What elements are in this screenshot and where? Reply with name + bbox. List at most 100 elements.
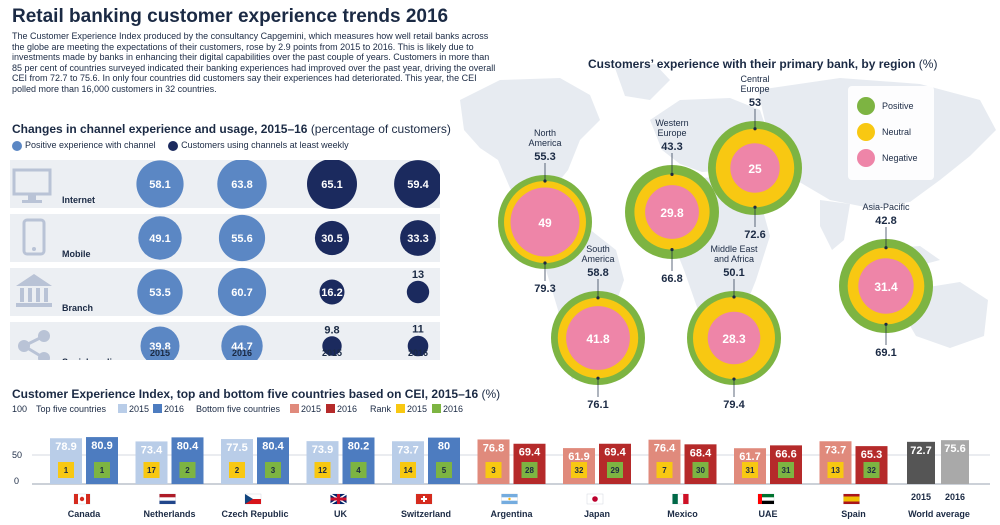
channel-value-label: 11 bbox=[412, 324, 424, 336]
region-negative-circle bbox=[645, 185, 699, 239]
cei-bar-value: 80.4 bbox=[262, 440, 284, 452]
legend-positive-dot bbox=[12, 140, 22, 151]
flag-band bbox=[843, 501, 860, 504]
region-neutral-value: 79.3 bbox=[534, 283, 555, 295]
cei-ytick-label: 100 bbox=[12, 404, 27, 414]
channel-label: Branch bbox=[62, 303, 93, 313]
cei-world-year: 2015 bbox=[911, 492, 931, 502]
cei-rank-value: 1 bbox=[64, 466, 69, 475]
map-north-america bbox=[460, 78, 600, 210]
region-negative-circle bbox=[858, 258, 914, 314]
cei-rank-value: 13 bbox=[831, 466, 840, 475]
cei-rank-value: 1 bbox=[100, 466, 105, 475]
cei-bar-value: 77.5 bbox=[226, 442, 247, 454]
channel-bubble bbox=[221, 325, 263, 360]
switzerland-flag-icon bbox=[415, 493, 433, 505]
cei-country-label: Japan bbox=[584, 509, 610, 519]
flag-cross bbox=[421, 498, 427, 500]
channel-value-label: 9.8 bbox=[324, 324, 339, 336]
flag-band bbox=[672, 494, 678, 504]
channel-value-label: 65.1 bbox=[321, 179, 342, 191]
region-name: Western bbox=[655, 118, 688, 128]
region-negative-value: 49 bbox=[538, 216, 552, 230]
region-group: 31.4 42.8 Asia-Pacific 69.1 bbox=[839, 202, 933, 359]
channel-legend: Positive experience with channel Custome… bbox=[12, 140, 349, 151]
japan-flag-icon bbox=[586, 493, 604, 505]
flag-band bbox=[74, 494, 78, 504]
cei-bar-value: 69.4 bbox=[604, 447, 626, 459]
phone-body bbox=[22, 218, 46, 256]
cei-country-label: Netherlands bbox=[143, 509, 195, 519]
channel-label: Internet bbox=[62, 195, 95, 205]
legend-positive-label: Positive experience with channel bbox=[25, 140, 156, 150]
cei-rank-value: 5 bbox=[442, 466, 447, 475]
cei-rank-badge bbox=[656, 462, 673, 478]
mobile-phone-icon bbox=[22, 218, 46, 256]
flag-band bbox=[86, 494, 90, 504]
channel-year-label: 2016 bbox=[232, 348, 252, 358]
flag-triangle bbox=[245, 494, 253, 504]
cei-world-bar bbox=[907, 441, 935, 484]
cei-world-bar bbox=[941, 440, 969, 484]
argentina-flag-icon bbox=[501, 493, 518, 505]
region-neutral-leader-dot bbox=[884, 322, 888, 326]
cei-bar-value: 80 bbox=[438, 441, 450, 453]
region-positive-value: 50.1 bbox=[723, 267, 744, 279]
region-positive-value: 55.3 bbox=[534, 151, 555, 163]
region-negative-value: 28.3 bbox=[722, 332, 746, 346]
region-name: Europe bbox=[740, 84, 769, 94]
channel-bubble bbox=[322, 336, 342, 356]
cei-rank-badge bbox=[400, 462, 416, 478]
cei-bar-value: 73.7 bbox=[825, 444, 846, 456]
bank-column bbox=[20, 288, 24, 302]
cei-world-value: 75.6 bbox=[944, 443, 965, 455]
cei-rank-badge bbox=[571, 462, 587, 478]
channel-label: Social media bbox=[62, 357, 118, 360]
region-neutral-value: 69.1 bbox=[875, 347, 896, 359]
region-legend: Positive Neutral Negative bbox=[848, 86, 934, 180]
region-legend-swatch bbox=[857, 97, 875, 115]
channel-bubble bbox=[136, 160, 184, 208]
cei-rank-value: 14 bbox=[404, 466, 413, 475]
share-node bbox=[38, 330, 50, 342]
region-legend-swatch bbox=[857, 123, 875, 141]
cei-world-value: 72.7 bbox=[910, 445, 931, 457]
flag-disc bbox=[592, 496, 598, 502]
region-legend-swatch bbox=[857, 149, 875, 167]
region-name: North bbox=[534, 128, 556, 138]
cei-rank-badge bbox=[229, 462, 245, 478]
map-india bbox=[820, 200, 850, 250]
channel-bubble bbox=[140, 326, 180, 360]
cei-rank-value: 2 bbox=[235, 466, 240, 475]
region-name: Middle East bbox=[710, 244, 758, 254]
flag-band bbox=[245, 499, 261, 504]
cei-rank-badge bbox=[778, 462, 794, 478]
region-title-suffix: (%) bbox=[918, 57, 938, 71]
flag-band bbox=[501, 500, 518, 504]
cei-rank-badge bbox=[607, 462, 623, 478]
cei-legend-year: 2015 bbox=[407, 404, 427, 414]
cei-rank-badge bbox=[314, 462, 331, 478]
flag-band bbox=[683, 494, 689, 504]
cei-bar-value: 69.4 bbox=[519, 447, 541, 459]
cei-legend-rank-label: Rank bbox=[370, 404, 392, 414]
flag-sun bbox=[508, 497, 511, 501]
region-legend-label: Positive bbox=[882, 101, 914, 111]
cei-rank-badge bbox=[436, 462, 452, 478]
channel-bubble bbox=[319, 279, 345, 305]
mexico-flag-icon bbox=[672, 493, 689, 505]
channel-value-label: 33.3 bbox=[407, 233, 428, 245]
cei-bar-value: 61.7 bbox=[739, 451, 760, 463]
cei-legend-top2016-swatch bbox=[153, 404, 162, 413]
cei-country-label: UK bbox=[334, 509, 347, 519]
cei-bar-value: 80.4 bbox=[177, 440, 199, 452]
cei-bar-value: 66.6 bbox=[775, 448, 796, 460]
channel-value-label: 13 bbox=[412, 269, 424, 281]
channel-bubble bbox=[218, 214, 266, 262]
cei-bar-value: 61.9 bbox=[568, 451, 589, 463]
cei-rank-badge bbox=[485, 462, 502, 478]
channel-chart-title: Changes in channel experience and usage,… bbox=[12, 122, 451, 136]
cei-rank-value: 31 bbox=[782, 466, 791, 475]
region-positive-leader-dot bbox=[543, 179, 547, 183]
